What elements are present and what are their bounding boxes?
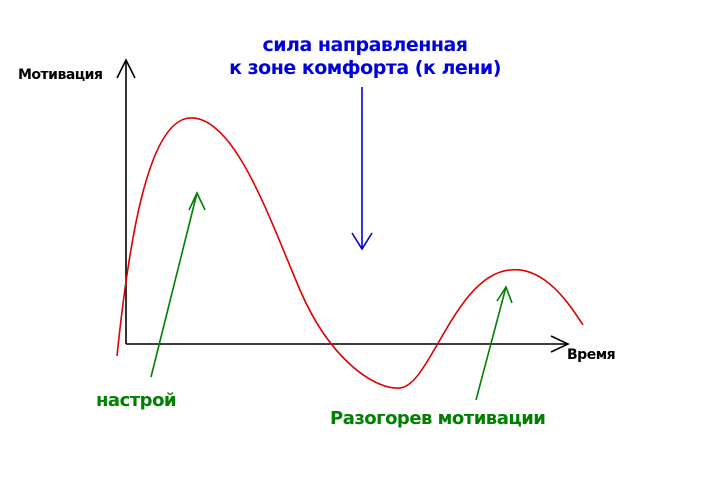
mood-arrow bbox=[150, 192, 198, 378]
force-arrowhead bbox=[351, 232, 373, 251]
warmup-arrowhead bbox=[496, 285, 513, 304]
mood-label: настрой bbox=[96, 390, 177, 411]
force-label-line2: к зоне комфорта (к лени) bbox=[229, 57, 501, 79]
y-axis-arrowhead bbox=[116, 58, 136, 79]
x-axis-label: Время bbox=[567, 347, 616, 363]
y-axis-label: Мотивация bbox=[18, 67, 103, 83]
force-label-line1: сила направленная bbox=[262, 34, 468, 56]
mood-arrowhead bbox=[188, 191, 206, 211]
motivation-curve bbox=[116, 117, 584, 389]
x-axis-arrowhead bbox=[550, 335, 570, 353]
warmup-label: Разогорев мотивации bbox=[330, 408, 546, 429]
warmup-arrow bbox=[475, 286, 507, 401]
